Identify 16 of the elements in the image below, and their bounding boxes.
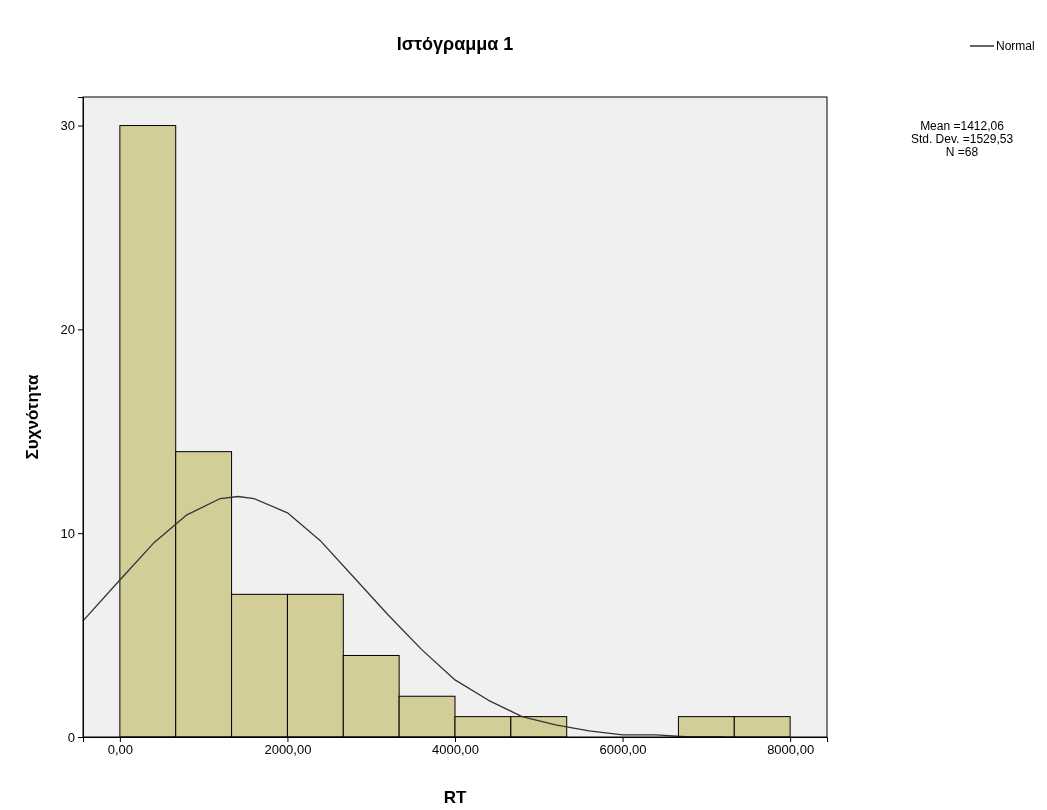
legend-label: Normal	[996, 39, 1035, 53]
x-tick-label: 6000,00	[599, 742, 647, 758]
x-axis-title: RT	[443, 788, 467, 807]
y-tick-label: 30	[60, 118, 75, 134]
x-tick-label: 2000,00	[264, 742, 312, 758]
text: N =68	[945, 145, 979, 159]
y-axis-title: Συχνότητα	[23, 374, 42, 460]
chart-title: Ιστόγραμμα 1	[396, 34, 514, 54]
x-tick-label: 8000,00	[767, 742, 815, 758]
y-tick-label: 0	[67, 729, 75, 745]
x-tick-label: 0,00	[107, 742, 134, 758]
text: Std. Dev. =1529,53	[910, 132, 1014, 146]
text: Mean =1412,06	[920, 119, 1005, 133]
y-tick-label: 10	[60, 525, 75, 541]
y-tick-label: 20	[60, 322, 75, 338]
x-tick-label: 4000,00	[432, 742, 479, 758]
